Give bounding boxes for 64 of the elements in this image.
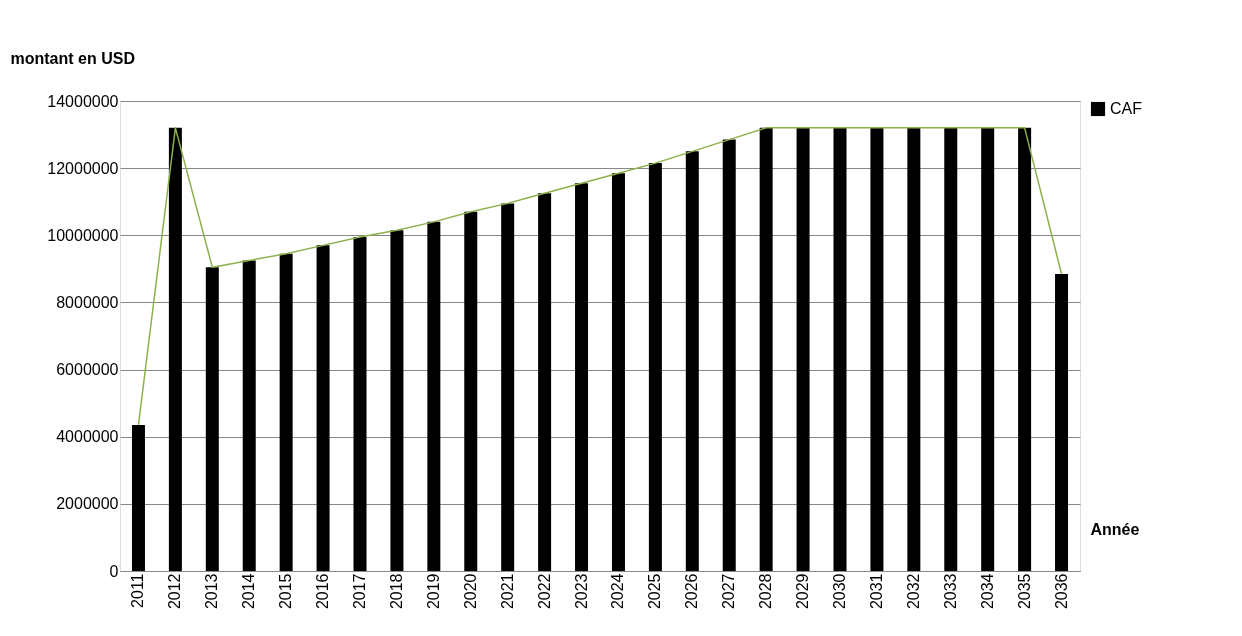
bar xyxy=(870,127,884,571)
x-tick-label: 2033 xyxy=(941,573,959,610)
bar xyxy=(722,139,736,571)
bar xyxy=(907,127,921,571)
y-tick-label: 6000000 xyxy=(56,361,119,379)
x-tick-label: 2013 xyxy=(203,573,221,610)
bar xyxy=(316,245,330,571)
bar xyxy=(390,230,404,571)
x-tick-label: 2024 xyxy=(609,573,627,610)
y-tick-label: 2000000 xyxy=(56,495,119,513)
x-tick-label: 2021 xyxy=(498,573,516,610)
bar xyxy=(538,193,552,571)
x-tick-label: 2026 xyxy=(683,573,701,610)
x-tick-label: 2020 xyxy=(461,573,479,610)
x-tick-label: 2019 xyxy=(424,573,442,610)
bar xyxy=(685,151,699,571)
x-tick-label: 2023 xyxy=(572,573,590,610)
bar xyxy=(944,127,958,571)
y-axis-title: montant en USD xyxy=(10,49,135,67)
x-tick-label: 2035 xyxy=(1015,573,1033,610)
x-tick-label: 2032 xyxy=(904,573,922,610)
line-series xyxy=(137,127,1063,426)
bar xyxy=(981,127,995,571)
x-tick-label: 2012 xyxy=(166,573,184,610)
y-tick-label: 4000000 xyxy=(56,428,119,446)
bar xyxy=(833,127,847,571)
y-tick-label: 10000000 xyxy=(47,226,119,244)
bar xyxy=(648,163,662,571)
bar xyxy=(575,183,589,571)
bar xyxy=(242,260,256,571)
x-tick-label: 2027 xyxy=(720,573,738,610)
x-tick-label: 2036 xyxy=(1052,573,1070,610)
x-tick-label: 2018 xyxy=(387,573,405,610)
bar xyxy=(759,127,773,571)
x-tick-label: 2028 xyxy=(757,573,775,610)
x-axis-title: Année xyxy=(1090,520,1140,538)
bar xyxy=(501,203,515,571)
bar xyxy=(611,173,625,571)
bar xyxy=(279,253,293,571)
x-tick-label: 2025 xyxy=(646,573,664,610)
bar xyxy=(1055,273,1069,571)
bar xyxy=(131,424,145,571)
x-tick-label: 2034 xyxy=(978,573,996,610)
x-tick-label: 2029 xyxy=(794,573,812,610)
bar xyxy=(796,127,810,571)
legend-label: CAF xyxy=(1110,100,1143,117)
x-tick-label: 2030 xyxy=(831,573,848,610)
x-tick-label: 2022 xyxy=(535,573,553,610)
bar xyxy=(1018,127,1032,571)
bar xyxy=(353,236,367,571)
bar xyxy=(205,267,219,571)
bar xyxy=(464,211,478,571)
x-tick-label: 2011 xyxy=(129,573,147,608)
y-tick-label: 0 xyxy=(109,562,119,580)
y-tick-label: 14000000 xyxy=(47,92,119,110)
x-tick-label: 2031 xyxy=(867,573,885,610)
x-tick-label: 2017 xyxy=(351,573,368,610)
bar xyxy=(168,127,182,571)
x-tick-label: 2015 xyxy=(277,573,295,610)
x-tick-label: 2014 xyxy=(240,573,258,610)
x-tick-label: 2016 xyxy=(314,573,332,610)
y-tick-label: 8000000 xyxy=(56,293,119,311)
bar xyxy=(427,221,441,571)
y-tick-label: 12000000 xyxy=(47,159,119,177)
